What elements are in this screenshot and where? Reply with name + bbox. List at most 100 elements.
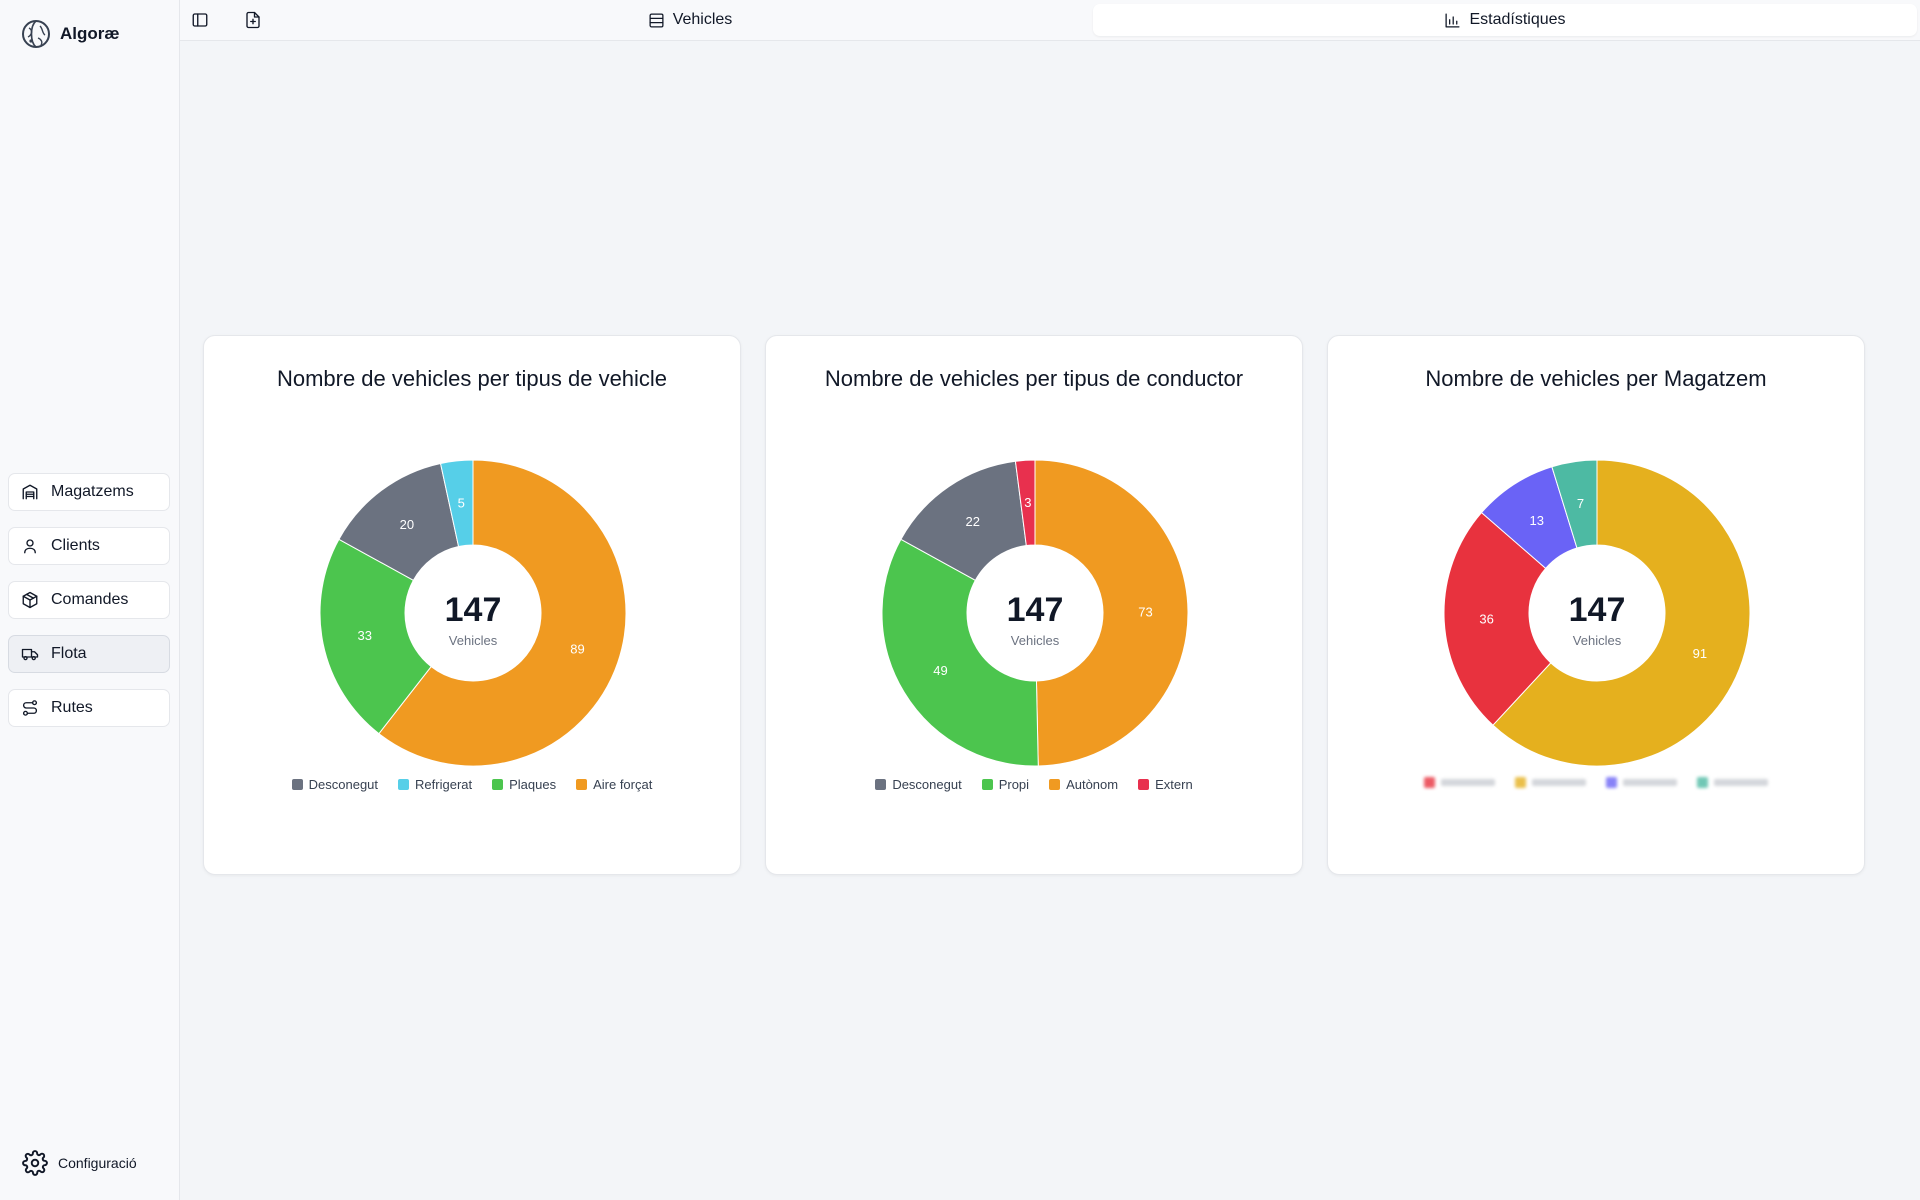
slice-value-label: 36: [1479, 611, 1493, 626]
sidebar-item-label: Rutes: [51, 699, 93, 716]
donut-slice[interactable]: [1492, 459, 1751, 767]
legend-swatch: [398, 779, 410, 790]
donut-slice[interactable]: [1551, 459, 1598, 549]
slice-value-label: 49: [933, 663, 947, 678]
legend-item[interactable]: Extern: [1138, 777, 1193, 792]
slice-value-label: 33: [358, 628, 372, 643]
chart-legend: Desconegut Propi Autònom Extern: [766, 777, 1302, 792]
legend-swatch: [1049, 779, 1061, 790]
legend-item[interactable]: Refrigerat: [398, 777, 472, 792]
brand[interactable]: Algoræ: [20, 18, 120, 50]
slice-value-label: 5: [458, 496, 465, 511]
legend-label: Desconegut: [308, 777, 379, 792]
legend-label: [1714, 779, 1768, 786]
new-file-button[interactable]: [242, 9, 264, 31]
settings-button[interactable]: Configuració: [22, 1150, 137, 1176]
legend-label: [1441, 779, 1495, 786]
legend-swatch: [981, 779, 993, 790]
legend-item[interactable]: Plaques: [492, 777, 556, 792]
legend-item[interactable]: [1424, 777, 1495, 788]
truck-icon: [21, 648, 39, 661]
slice-value-label: 20: [400, 517, 414, 532]
legend-label: Propi: [998, 777, 1030, 792]
legend-label: [1532, 779, 1586, 786]
legend-item[interactable]: Aire forçat: [576, 777, 652, 792]
slice-value-label: 73: [1138, 604, 1152, 619]
chart-legend: Desconegut Refrigerat Plaques Aire forçat: [204, 777, 740, 792]
sidebar-toggle-button[interactable]: [189, 9, 211, 31]
donut-center-label: Vehicles: [1573, 633, 1622, 648]
slice-value-label: 91: [1693, 646, 1707, 661]
legend-label: Extern: [1155, 777, 1193, 792]
sidebar-item-clients[interactable]: Clients: [8, 527, 170, 565]
chart-title: Nombre de vehicles per tipus de conducto…: [824, 366, 1244, 391]
tab-label: Estadístiques: [1469, 11, 1566, 28]
slice-value-label: 22: [966, 514, 980, 529]
sidebar: Algoræ Magatzems Clients Comandes Flota: [0, 0, 180, 1200]
donut-center-value: 147: [1007, 591, 1064, 629]
chart-icon: [1445, 12, 1460, 28]
legend-item[interactable]: Propi: [981, 777, 1030, 792]
donut-center-value: 147: [1569, 591, 1626, 629]
sidebar-item-magatzems[interactable]: Magatzems: [8, 473, 170, 511]
donut-chart-vehicle-type: 89 33 20 5 147 Vehicles: [319, 459, 627, 767]
main-content: Nombre de vehicles per tipus de vehicle …: [180, 41, 1920, 1200]
legend-label: Refrigerat: [415, 777, 473, 792]
slice-value-label: 3: [1024, 495, 1031, 510]
legend-swatch: [1424, 777, 1435, 788]
tab-label: Vehicles: [672, 11, 733, 28]
chart-title: Nombre de vehicles per tipus de vehicle: [276, 366, 668, 391]
donut-center-label: Vehicles: [1011, 633, 1060, 648]
legend-swatch: [875, 779, 887, 790]
legend-item[interactable]: Autònom: [1049, 777, 1118, 792]
chart-card-vehicle-type: Nombre de vehicles per tipus de vehicle …: [203, 335, 741, 875]
user-icon: [24, 539, 36, 554]
donut-slice[interactable]: [378, 459, 627, 767]
chart-card-driver-type: Nombre de vehicles per tipus de conducto…: [765, 335, 1303, 875]
legend-label: Desconegut: [892, 777, 962, 792]
settings-label: Configuració: [58, 1155, 137, 1171]
chart-title: Nombre de vehicles per Magatzem: [1425, 366, 1767, 391]
file-plus-icon: [246, 11, 260, 29]
donut-slice[interactable]: [881, 538, 1039, 767]
legend-item[interactable]: Desconegut: [875, 777, 962, 792]
legend-swatch: [291, 779, 303, 790]
legend-swatch: [1697, 777, 1708, 788]
legend-item[interactable]: [1515, 777, 1586, 788]
sidebar-item-flota[interactable]: Flota: [8, 635, 170, 673]
top-bar: Vehicles Estadístiques: [180, 0, 1920, 41]
tab-vehicles[interactable]: Vehicles: [420, 4, 960, 36]
tab-estadistiques[interactable]: Estadístiques: [1093, 4, 1917, 36]
sidebar-item-label: Comandes: [51, 591, 129, 608]
warehouse-icon: [22, 484, 38, 500]
sidebar-item-rutes[interactable]: Rutes: [8, 689, 170, 727]
gear-icon: [22, 1150, 48, 1176]
legend-label: Plaques: [509, 777, 557, 792]
legend-label: Aire forçat: [593, 777, 653, 792]
app-name: Algoræ: [60, 24, 120, 43]
donut-center-label: Vehicles: [449, 633, 498, 648]
legend-swatch: [492, 779, 504, 790]
legend-label: Autònom: [1066, 777, 1119, 792]
route-icon: [22, 700, 38, 716]
donut-slice[interactable]: [439, 459, 474, 548]
donut-slice[interactable]: [1443, 511, 1552, 726]
package-icon: [22, 591, 38, 609]
legend-item[interactable]: Desconegut: [291, 777, 379, 792]
sidebar-item-comandes[interactable]: Comandes: [8, 581, 170, 619]
slice-value-label: 13: [1529, 513, 1543, 528]
sidebar-item-label: Clients: [51, 537, 100, 554]
chart-card-warehouse: Nombre de vehicles per Magatzem 91 36 13 7 1…: [1327, 335, 1865, 875]
legend-item[interactable]: [1697, 777, 1768, 788]
sidebar-toggle-icon: [192, 13, 208, 27]
donut-slice[interactable]: [319, 538, 432, 735]
donut-slice[interactable]: [1034, 459, 1189, 767]
chart-legend: [1328, 777, 1864, 788]
donut-slice[interactable]: [1014, 459, 1036, 547]
brain-logo-icon: [22, 20, 50, 48]
sidebar-nav: Magatzems Clients Comandes Flota Rutes: [8, 473, 170, 727]
legend-item[interactable]: [1606, 777, 1677, 788]
legend-swatch: [576, 779, 588, 790]
donut-chart-warehouse: 91 36 13 7 147 Vehicles: [1443, 459, 1751, 767]
sidebar-item-label: Flota: [51, 645, 87, 662]
